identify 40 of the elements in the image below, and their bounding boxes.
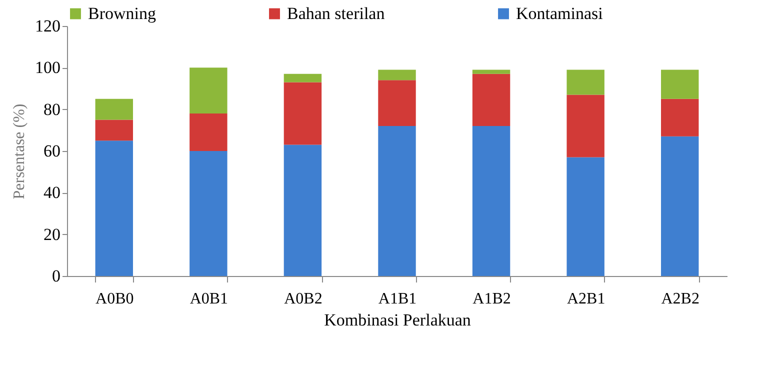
legend-label: Kontaminasi bbox=[516, 4, 604, 23]
x-tick-label: A1B2 bbox=[472, 290, 511, 308]
bar bbox=[472, 126, 510, 276]
bar bbox=[190, 68, 228, 114]
x-tick-label: A2B1 bbox=[566, 290, 606, 308]
x-tick-label: A0B1 bbox=[190, 290, 228, 308]
y-tick-label: 0 bbox=[52, 266, 60, 286]
y-tick-label: 100 bbox=[35, 58, 60, 78]
y-tick-label: 120 bbox=[35, 16, 60, 36]
y-tick-label: 80 bbox=[44, 100, 60, 119]
bar bbox=[661, 98, 699, 136]
y-axis-title: Persentase (%) bbox=[11, 104, 28, 200]
bar bbox=[190, 151, 228, 276]
bar bbox=[95, 140, 133, 276]
y-tick-label: 20 bbox=[44, 224, 60, 244]
bar bbox=[472, 74, 510, 126]
bar bbox=[661, 70, 699, 99]
bar bbox=[95, 120, 133, 141]
bar bbox=[95, 98, 133, 120]
legend-label: Browning bbox=[88, 4, 156, 23]
bar bbox=[566, 157, 604, 276]
bar bbox=[284, 74, 322, 82]
bar bbox=[378, 126, 416, 276]
bar bbox=[190, 114, 228, 151]
bar bbox=[378, 80, 416, 126]
bar bbox=[566, 70, 604, 95]
x-tick-label: A2B2 bbox=[661, 290, 700, 308]
bar bbox=[472, 70, 510, 74]
bar bbox=[378, 70, 416, 80]
bar bbox=[566, 94, 604, 158]
x-tick-label: A0B0 bbox=[96, 290, 134, 308]
x-tick-label: A1B1 bbox=[378, 290, 417, 308]
y-tick-label: 60 bbox=[44, 142, 60, 160]
bar bbox=[284, 144, 322, 276]
x-axis-title: Kombinasi Perlakuan bbox=[324, 310, 472, 330]
bar bbox=[661, 136, 699, 276]
x-tick-label: A0B2 bbox=[284, 290, 322, 308]
y-tick-label: 40 bbox=[44, 183, 60, 202]
legend-label: Bahan sterilan bbox=[287, 4, 386, 23]
bar bbox=[284, 82, 322, 145]
